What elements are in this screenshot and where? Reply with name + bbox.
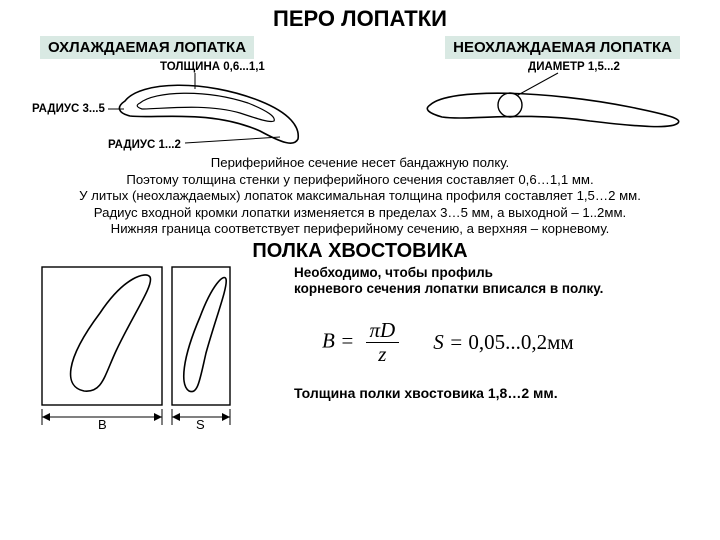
label-radius-trailing: РАДИУС 1...2 bbox=[108, 139, 181, 151]
formula-lhs2: S bbox=[433, 330, 444, 354]
lower-text-2: корневого сечения лопатки вписался в пол… bbox=[294, 281, 706, 298]
page-title: ПЕРО ЛОПАТКИ bbox=[0, 0, 720, 32]
formula-eq1: = bbox=[340, 329, 354, 353]
label-diameter: ДИАМЕТР 1,5...2 bbox=[528, 61, 620, 73]
diagram-uncooled: ДИАМЕТР 1,5...2 bbox=[360, 61, 720, 155]
formula-num: πD bbox=[366, 320, 400, 343]
label-radius-leading: РАДИУС 3...5 bbox=[32, 103, 105, 115]
formula-s: S = 0,05...0,2мм bbox=[433, 330, 574, 355]
thickness-note: Толщина полки хвостовика 1,8…2 мм. bbox=[294, 385, 706, 401]
para-5: Нижняя граница соответствует периферийно… bbox=[0, 221, 720, 238]
formula-row: B = πD z S = 0,05...0,2мм bbox=[322, 320, 706, 365]
dim-label-b: B bbox=[98, 417, 107, 431]
lower-text-1: Необходимо, чтобы профиль bbox=[294, 265, 706, 282]
fraction-icon: πD z bbox=[366, 320, 400, 365]
para-3: У литых (неохлаждаемых) лопаток максимал… bbox=[0, 188, 720, 205]
formula-rhs2: 0,05...0,2мм bbox=[468, 330, 573, 354]
formula-eq2: = bbox=[449, 330, 463, 354]
subheader-right: НЕОХЛАЖДАЕМАЯ ЛОПАТКА bbox=[445, 36, 680, 59]
lower-text-block: Необходимо, чтобы профиль корневого сече… bbox=[294, 261, 706, 436]
diagrams-row: ТОЛЩИНА 0,6...1,1 РАДИУС 3...5 РАДИУС 1.… bbox=[0, 61, 720, 155]
formula-b: B = πD z bbox=[322, 320, 399, 365]
label-thickness: ТОЛЩИНА 0,6...1,1 bbox=[160, 61, 265, 73]
section-title-2: ПОЛКА ХВОСТОВИКА bbox=[0, 240, 720, 263]
dim-label-s: S bbox=[196, 417, 205, 431]
lower-block: B S Необходимо, чтобы профиль корневого … bbox=[0, 261, 720, 436]
formula-den: z bbox=[378, 343, 386, 365]
lower-diagram: B S bbox=[14, 261, 284, 436]
root-profile-icon: B S bbox=[14, 261, 284, 431]
uncooled-blade-icon bbox=[360, 61, 720, 155]
para-1: Периферийное сечение несет бандажную пол… bbox=[0, 155, 720, 172]
para-2: Поэтому толщина стенки у периферийного с… bbox=[0, 172, 720, 189]
subheaders-row: ОХЛАЖДАЕМАЯ ЛОПАТКА НЕОХЛАЖДАЕМАЯ ЛОПАТК… bbox=[0, 32, 720, 59]
subheader-left: ОХЛАЖДАЕМАЯ ЛОПАТКА bbox=[40, 36, 254, 59]
para-4: Радиус входной кромки лопатки изменяется… bbox=[0, 205, 720, 222]
formula-lhs1: B bbox=[322, 329, 335, 353]
diagram-cooled: ТОЛЩИНА 0,6...1,1 РАДИУС 3...5 РАДИУС 1.… bbox=[0, 61, 360, 155]
